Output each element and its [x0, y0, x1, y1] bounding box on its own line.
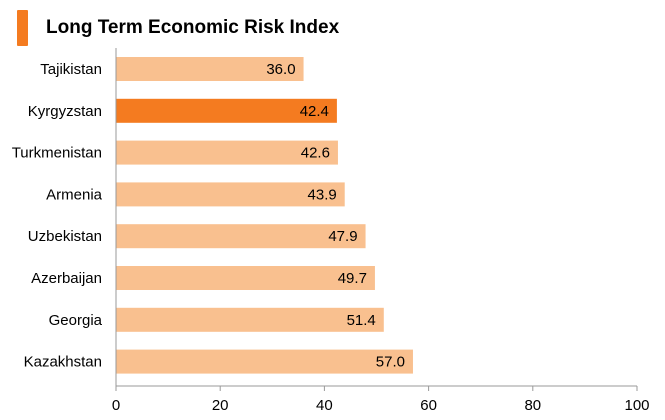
category-label-kazakhstan: Kazakhstan	[24, 354, 102, 371]
category-label-armenia: Armenia	[46, 186, 103, 203]
bar-azerbaijan	[116, 266, 375, 290]
bar-uzbekistan	[116, 224, 366, 249]
bar-georgia	[116, 307, 384, 332]
data-label-armenia: 43.9	[308, 186, 337, 203]
title-accent-bar	[17, 10, 28, 46]
bar-kazakhstan	[116, 349, 413, 374]
category-label-tajikistan: Tajikistan	[40, 61, 102, 78]
data-label-uzbekistan: 47.9	[328, 228, 357, 245]
data-label-georgia: 51.4	[347, 312, 376, 329]
data-label-kyrgyzstan: 42.4	[300, 103, 329, 120]
x-tick-label-40: 40	[316, 397, 333, 414]
category-label-uzbekistan: Uzbekistan	[28, 228, 102, 245]
category-label-turkmenistan: Turkmenistan	[12, 145, 102, 162]
bar-armenia	[116, 182, 345, 207]
x-tick-label-0: 0	[112, 397, 120, 414]
category-label-kyrgyzstan: Kyrgyzstan	[28, 103, 102, 120]
x-tick-label-100: 100	[624, 397, 649, 414]
bar-turkmenistan	[116, 140, 338, 165]
x-tick-label-60: 60	[420, 397, 437, 414]
data-label-azerbaijan: 49.7	[338, 270, 367, 287]
category-label-georgia: Georgia	[49, 312, 103, 329]
chart-title: Long Term Economic Risk Index	[46, 17, 340, 38]
bar-kyrgyzstan	[116, 98, 337, 123]
bar-tajikistan	[116, 57, 304, 81]
data-label-kazakhstan: 57.0	[376, 354, 405, 371]
data-label-turkmenistan: 42.6	[301, 145, 330, 162]
category-label-azerbaijan: Azerbaijan	[31, 270, 102, 287]
chart-title-block: Long Term Economic Risk Index	[17, 10, 339, 46]
x-tick-label-80: 80	[524, 397, 541, 414]
x-tick-label-20: 20	[212, 397, 229, 414]
data-label-tajikistan: 36.0	[266, 61, 295, 78]
